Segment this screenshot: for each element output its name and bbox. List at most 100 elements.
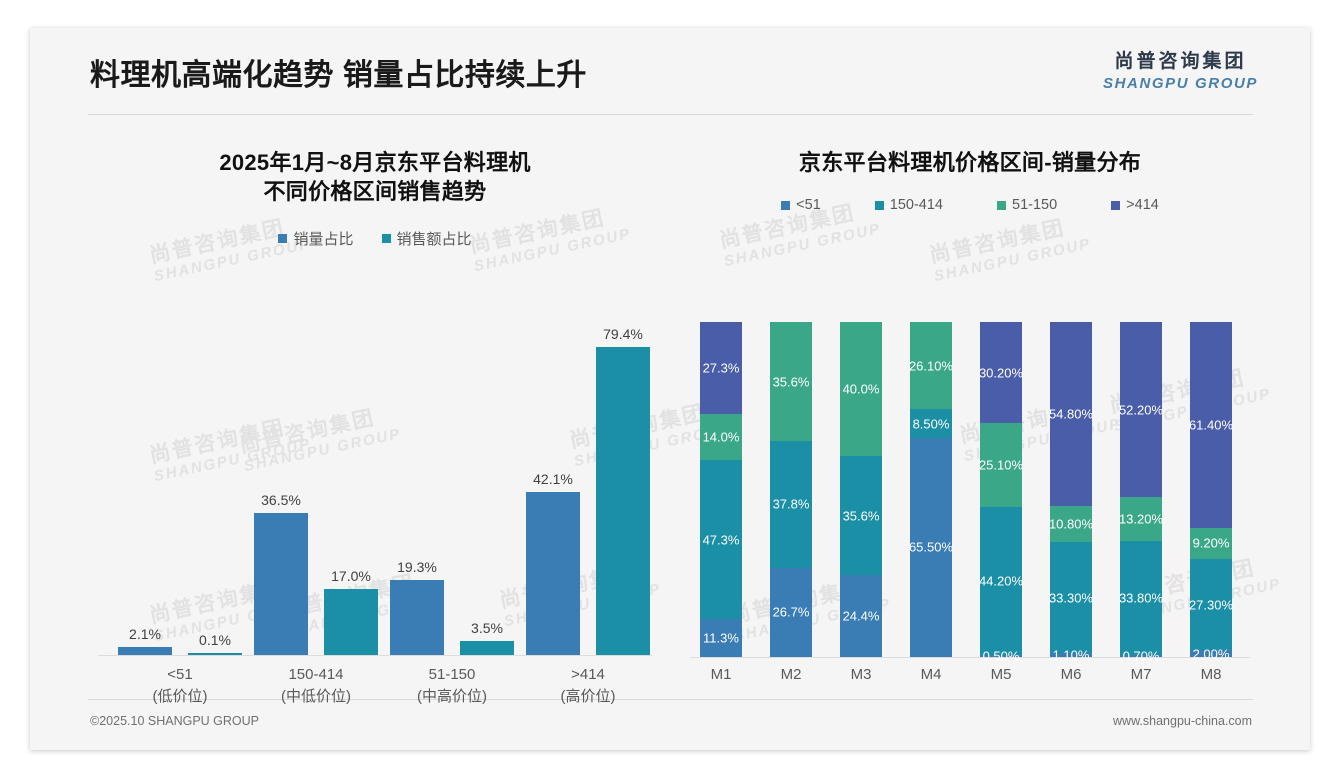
bar-column[interactable]: 2.1%: [118, 626, 172, 655]
stacked-bar[interactable]: 27.3% 14.0% 47.3% 11.3%: [700, 322, 742, 657]
category-label-main: 51-150: [428, 666, 476, 683]
stacked-bar[interactable]: 35.6% 37.8% 26.7%: [770, 322, 812, 657]
stack-segment-value-label: 35.6%: [842, 508, 880, 524]
stack-segment[interactable]: 44.20%: [979, 507, 1023, 656]
stack-segment-value-label: 65.50%: [908, 539, 954, 555]
left-chart-title: 2025年1月~8月京东平台料理机 不同价格区间销售趋势: [219, 150, 531, 205]
stack-segment[interactable]: 61.40%: [1189, 322, 1233, 528]
bar-value-label: 3.5%: [471, 620, 503, 637]
brand-logo: 尚普咨询集团 SHANGPU GROUP: [1103, 52, 1258, 91]
category-label-sub: (中低价位): [281, 687, 351, 705]
legend-item-51-150[interactable]: 51-150: [997, 197, 1057, 213]
stack-segment[interactable]: 47.3%: [700, 460, 742, 620]
category-label: M4: [920, 666, 942, 683]
stack-segment[interactable]: 25.10%: [979, 423, 1023, 508]
bar-column[interactable]: 42.1%: [526, 471, 580, 655]
stack-segment[interactable]: 54.80%: [1048, 322, 1094, 506]
stack-segment[interactable]: 26.10%: [909, 322, 953, 410]
legend-item-150-414[interactable]: 150-414: [874, 197, 943, 213]
bar-column[interactable]: 17.0%: [324, 568, 378, 655]
bar-column[interactable]: 19.3%: [390, 559, 444, 655]
stack-segment[interactable]: 14.0%: [700, 413, 742, 461]
legend-label: 销量占比: [293, 231, 354, 249]
bar-group: 19.3% 3.5%: [386, 559, 518, 655]
bar-value-label: 2.1%: [129, 625, 161, 642]
legend-swatch-icon: [781, 200, 791, 210]
bar[interactable]: [118, 646, 172, 655]
bar[interactable]: [460, 641, 514, 655]
stack-segment-value-label: 30.20%: [978, 365, 1024, 381]
stack-segment[interactable]: 35.6%: [840, 456, 882, 576]
bar-group: 36.5% 17.0%: [250, 492, 382, 655]
bar-column[interactable]: 0.1%: [188, 632, 242, 655]
stack-segment[interactable]: 35.6%: [770, 322, 812, 442]
stacked-bar[interactable]: 52.20% 13.20% 33.80% 0.70%: [1118, 322, 1164, 663]
stack-segment[interactable]: 10.80%: [1049, 505, 1093, 542]
bar-value-label: 42.1%: [533, 470, 573, 487]
stack-segment-value-label: 27.30%: [1188, 597, 1234, 612]
legend-swatch-icon: [874, 200, 884, 210]
stack-segment[interactable]: 11.3%: [700, 619, 742, 657]
stack-segment-value-label: 33.30%: [1048, 590, 1094, 606]
category-label-sub: (高价位): [560, 687, 616, 705]
bar-group: 42.1% 79.4%: [522, 326, 654, 655]
stack-segment[interactable]: 26.7%: [770, 567, 812, 657]
stack-segment[interactable]: 33.30%: [1048, 541, 1094, 654]
stack-segment[interactable]: 0.50%: [980, 649, 1022, 664]
legend-item->414[interactable]: >414: [1111, 197, 1159, 213]
bar-column[interactable]: 36.5%: [254, 492, 308, 655]
stack-segment[interactable]: 33.80%: [1119, 541, 1163, 655]
stack-segment-value-label: 47.3%: [702, 532, 740, 548]
stacked-bar[interactable]: 54.80% 10.80% 33.30% 1.10%: [1048, 322, 1094, 663]
stack-segment-value-label: 26.7%: [772, 604, 810, 620]
bar[interactable]: [526, 491, 580, 655]
category-label-main: >414: [571, 666, 605, 683]
legend-item-sales-amount[interactable]: 销售额占比: [381, 228, 472, 249]
stack-segment[interactable]: 2.00%: [1190, 646, 1232, 661]
category-label: M3: [850, 666, 872, 683]
stacked-bar[interactable]: 61.40% 9.20% 27.30% 2.00%: [1188, 322, 1234, 661]
legend-label: 51-150: [1012, 197, 1058, 214]
bar[interactable]: [324, 589, 378, 655]
legend-item-sales-volume[interactable]: 销量占比: [278, 228, 354, 249]
right-chart-category-axis: M1 M2 M3 M4 M5 M6 M7 M8: [690, 666, 1250, 692]
stacked-bar[interactable]: 40.0% 35.6% 24.4%: [840, 322, 882, 657]
stack-segment[interactable]: 37.8%: [770, 441, 812, 568]
bar-column[interactable]: 79.4%: [596, 326, 650, 655]
header-divider: [88, 114, 1253, 115]
stack-segment-value-label: 52.20%: [1118, 402, 1164, 418]
legend-label: <51: [796, 197, 821, 214]
legend-swatch-icon: [1111, 200, 1121, 210]
bar[interactable]: [188, 653, 242, 655]
stacked-bar[interactable]: 30.20% 25.10% 44.20% 0.50%: [978, 322, 1024, 664]
stacked-bar[interactable]: 26.10% 8.50% 65.50%: [908, 322, 954, 657]
bar[interactable]: [254, 513, 308, 655]
stack-segment-value-label: 54.80%: [1048, 406, 1094, 422]
stack-segment[interactable]: 27.30%: [1188, 558, 1234, 651]
right-chart-panel: 京东平台料理机价格区间-销量分布 <51 150-414 51-150 >414 27…: [680, 148, 1260, 718]
stack-segment[interactable]: 9.20%: [1190, 527, 1232, 559]
category-label: <51 (低价位): [114, 664, 246, 708]
bar[interactable]: [596, 346, 650, 655]
legend-item-<51[interactable]: <51: [781, 197, 821, 213]
bar-column[interactable]: 3.5%: [460, 620, 514, 655]
stack-segment[interactable]: 40.0%: [840, 322, 882, 456]
page-title: 料理机高端化趋势 销量占比持续上升: [90, 59, 587, 92]
stack-segment[interactable]: 1.10%: [1050, 648, 1092, 663]
stack-segment[interactable]: 52.20%: [1118, 322, 1164, 498]
stack-segment[interactable]: 30.20%: [978, 322, 1024, 424]
legend-swatch-icon: [997, 200, 1006, 210]
left-chart-plot-area: 2.1% 0.1% 36.5% 17.0% 19.3% 3.5% 42.1% 79.4%: [98, 326, 652, 656]
stack-segment[interactable]: 27.3%: [700, 322, 742, 414]
stack-segment[interactable]: 24.4%: [840, 575, 882, 657]
stack-segment[interactable]: 13.20%: [1119, 497, 1163, 542]
category-label: M1: [710, 666, 732, 683]
stack-segment[interactable]: 65.50%: [908, 437, 954, 657]
stack-segment[interactable]: 8.50%: [910, 409, 952, 438]
bar[interactable]: [390, 580, 444, 655]
category-label: 150-414 (中低价位): [250, 664, 382, 708]
left-chart-axis-line: [98, 655, 652, 656]
stack-segment[interactable]: 0.70%: [1120, 648, 1162, 663]
right-chart-axis-line: [690, 657, 1250, 658]
category-label-main: 150-414: [288, 666, 344, 683]
